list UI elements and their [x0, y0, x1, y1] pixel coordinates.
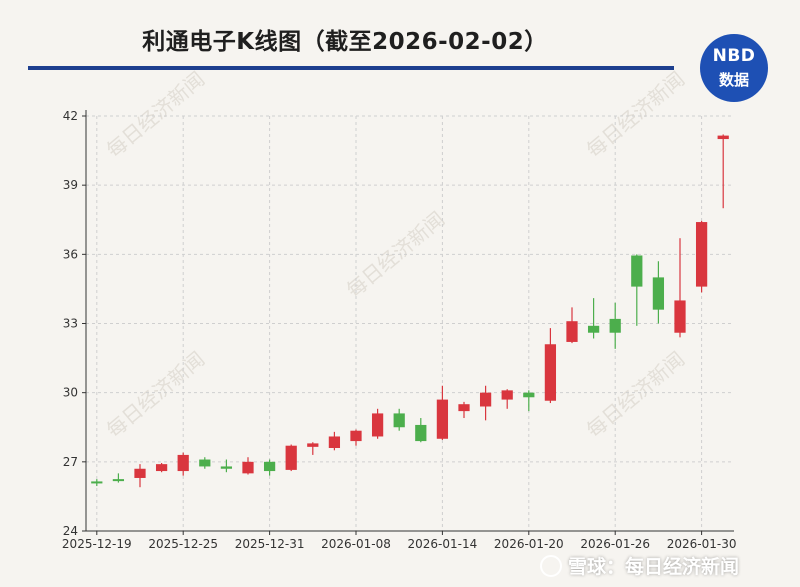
- logo-text-data: 数据: [718, 71, 749, 89]
- candle-body: [220, 466, 233, 469]
- candle: [134, 464, 146, 488]
- candle: [91, 479, 103, 487]
- candle-body: [242, 461, 254, 474]
- y-tick-label: 27: [63, 455, 78, 469]
- source-watermark: 雪球：每日经济新闻: [540, 552, 739, 578]
- x-tick-label: 2026-01-08: [321, 537, 391, 551]
- candle: [458, 401, 470, 419]
- title-underline: [28, 66, 674, 70]
- candle: [501, 389, 513, 409]
- candle-body: [199, 459, 211, 467]
- candle-body: [674, 300, 686, 333]
- candle-body: [631, 255, 643, 287]
- candle-body: [566, 321, 578, 342]
- x-tick-label: 2026-01-20: [494, 537, 564, 551]
- y-tick-label: 30: [63, 386, 78, 400]
- x-tick-label: 2025-12-19: [62, 537, 132, 551]
- candle-body: [717, 135, 729, 140]
- watermark-text: 每日经济新闻: [582, 347, 689, 443]
- y-tick-label: 39: [63, 178, 78, 192]
- snowball-icon: [540, 554, 562, 577]
- candle: [371, 408, 384, 439]
- x-tick-label: 2025-12-31: [235, 537, 305, 551]
- candles: [91, 134, 729, 488]
- watermark-text: 每日经济新闻: [102, 347, 209, 443]
- candle: [652, 261, 665, 324]
- candle-body: [177, 454, 189, 472]
- logo-text-nbd: NBD: [712, 46, 756, 66]
- x-tick-label: 2026-01-26: [580, 537, 650, 551]
- watermark-text: 每日经济新闻: [102, 67, 209, 163]
- candle-body: [285, 445, 297, 470]
- candle: [415, 418, 427, 443]
- candle-body: [263, 461, 276, 472]
- candle-body: [544, 344, 557, 401]
- candle-body: [695, 222, 708, 287]
- candle: [566, 307, 578, 344]
- candle-body: [652, 277, 665, 310]
- candle: [177, 452, 189, 476]
- candle: [350, 429, 362, 446]
- candle: [155, 462, 168, 473]
- candle: [631, 254, 643, 326]
- watermark-text: 每日经济新闻: [582, 67, 689, 163]
- candle: [479, 385, 492, 421]
- candle-body: [112, 479, 125, 482]
- candle-body: [609, 318, 621, 333]
- y-tick-label: 24: [63, 524, 78, 538]
- candle: [263, 459, 276, 476]
- candle: [717, 134, 729, 209]
- candle-body: [155, 464, 168, 472]
- axes: 24 27 30 33 36 39 42 2025-12-19 2025-12-25 2025-1…: [62, 109, 737, 551]
- candle-body: [501, 390, 513, 400]
- candle: [328, 431, 341, 451]
- candle: [393, 408, 405, 431]
- candle: [307, 442, 319, 455]
- source-text: 雪球：每日经济新闻: [568, 556, 740, 578]
- candle: [544, 328, 557, 404]
- x-tick-label: 2025-12-25: [148, 537, 218, 551]
- candle-body: [134, 468, 146, 478]
- candle: [609, 302, 621, 349]
- candle: [285, 444, 297, 472]
- candle-body: [415, 424, 427, 442]
- candle: [436, 385, 449, 440]
- candle-body: [371, 413, 384, 437]
- candle: [112, 473, 125, 483]
- candle-body: [436, 399, 449, 439]
- nbd-logo: NBD 数据: [700, 34, 768, 102]
- y-tick-label: 42: [63, 109, 78, 123]
- x-tick-label: 2026-01-14: [408, 537, 478, 551]
- candle-body: [458, 404, 470, 412]
- candle: [242, 457, 254, 475]
- candle-body: [350, 430, 362, 442]
- chart-title: 利通电子K线图（截至2026-02-02）: [142, 29, 548, 55]
- candle-body: [587, 325, 600, 333]
- candle: [199, 457, 211, 469]
- candle-body: [91, 481, 103, 484]
- candle: [587, 298, 600, 339]
- candle-body: [479, 392, 492, 407]
- candle-body: [393, 413, 405, 428]
- y-tick-label: 33: [63, 317, 78, 331]
- candle-body: [328, 436, 341, 448]
- x-tick-label: 2026-01-30: [667, 537, 737, 551]
- candle: [220, 459, 233, 473]
- candle-body: [523, 392, 535, 398]
- y-tick-label: 36: [63, 247, 78, 261]
- candle: [523, 390, 535, 412]
- candle-body: [307, 443, 319, 447]
- candle: [674, 238, 686, 338]
- candle: [695, 220, 708, 293]
